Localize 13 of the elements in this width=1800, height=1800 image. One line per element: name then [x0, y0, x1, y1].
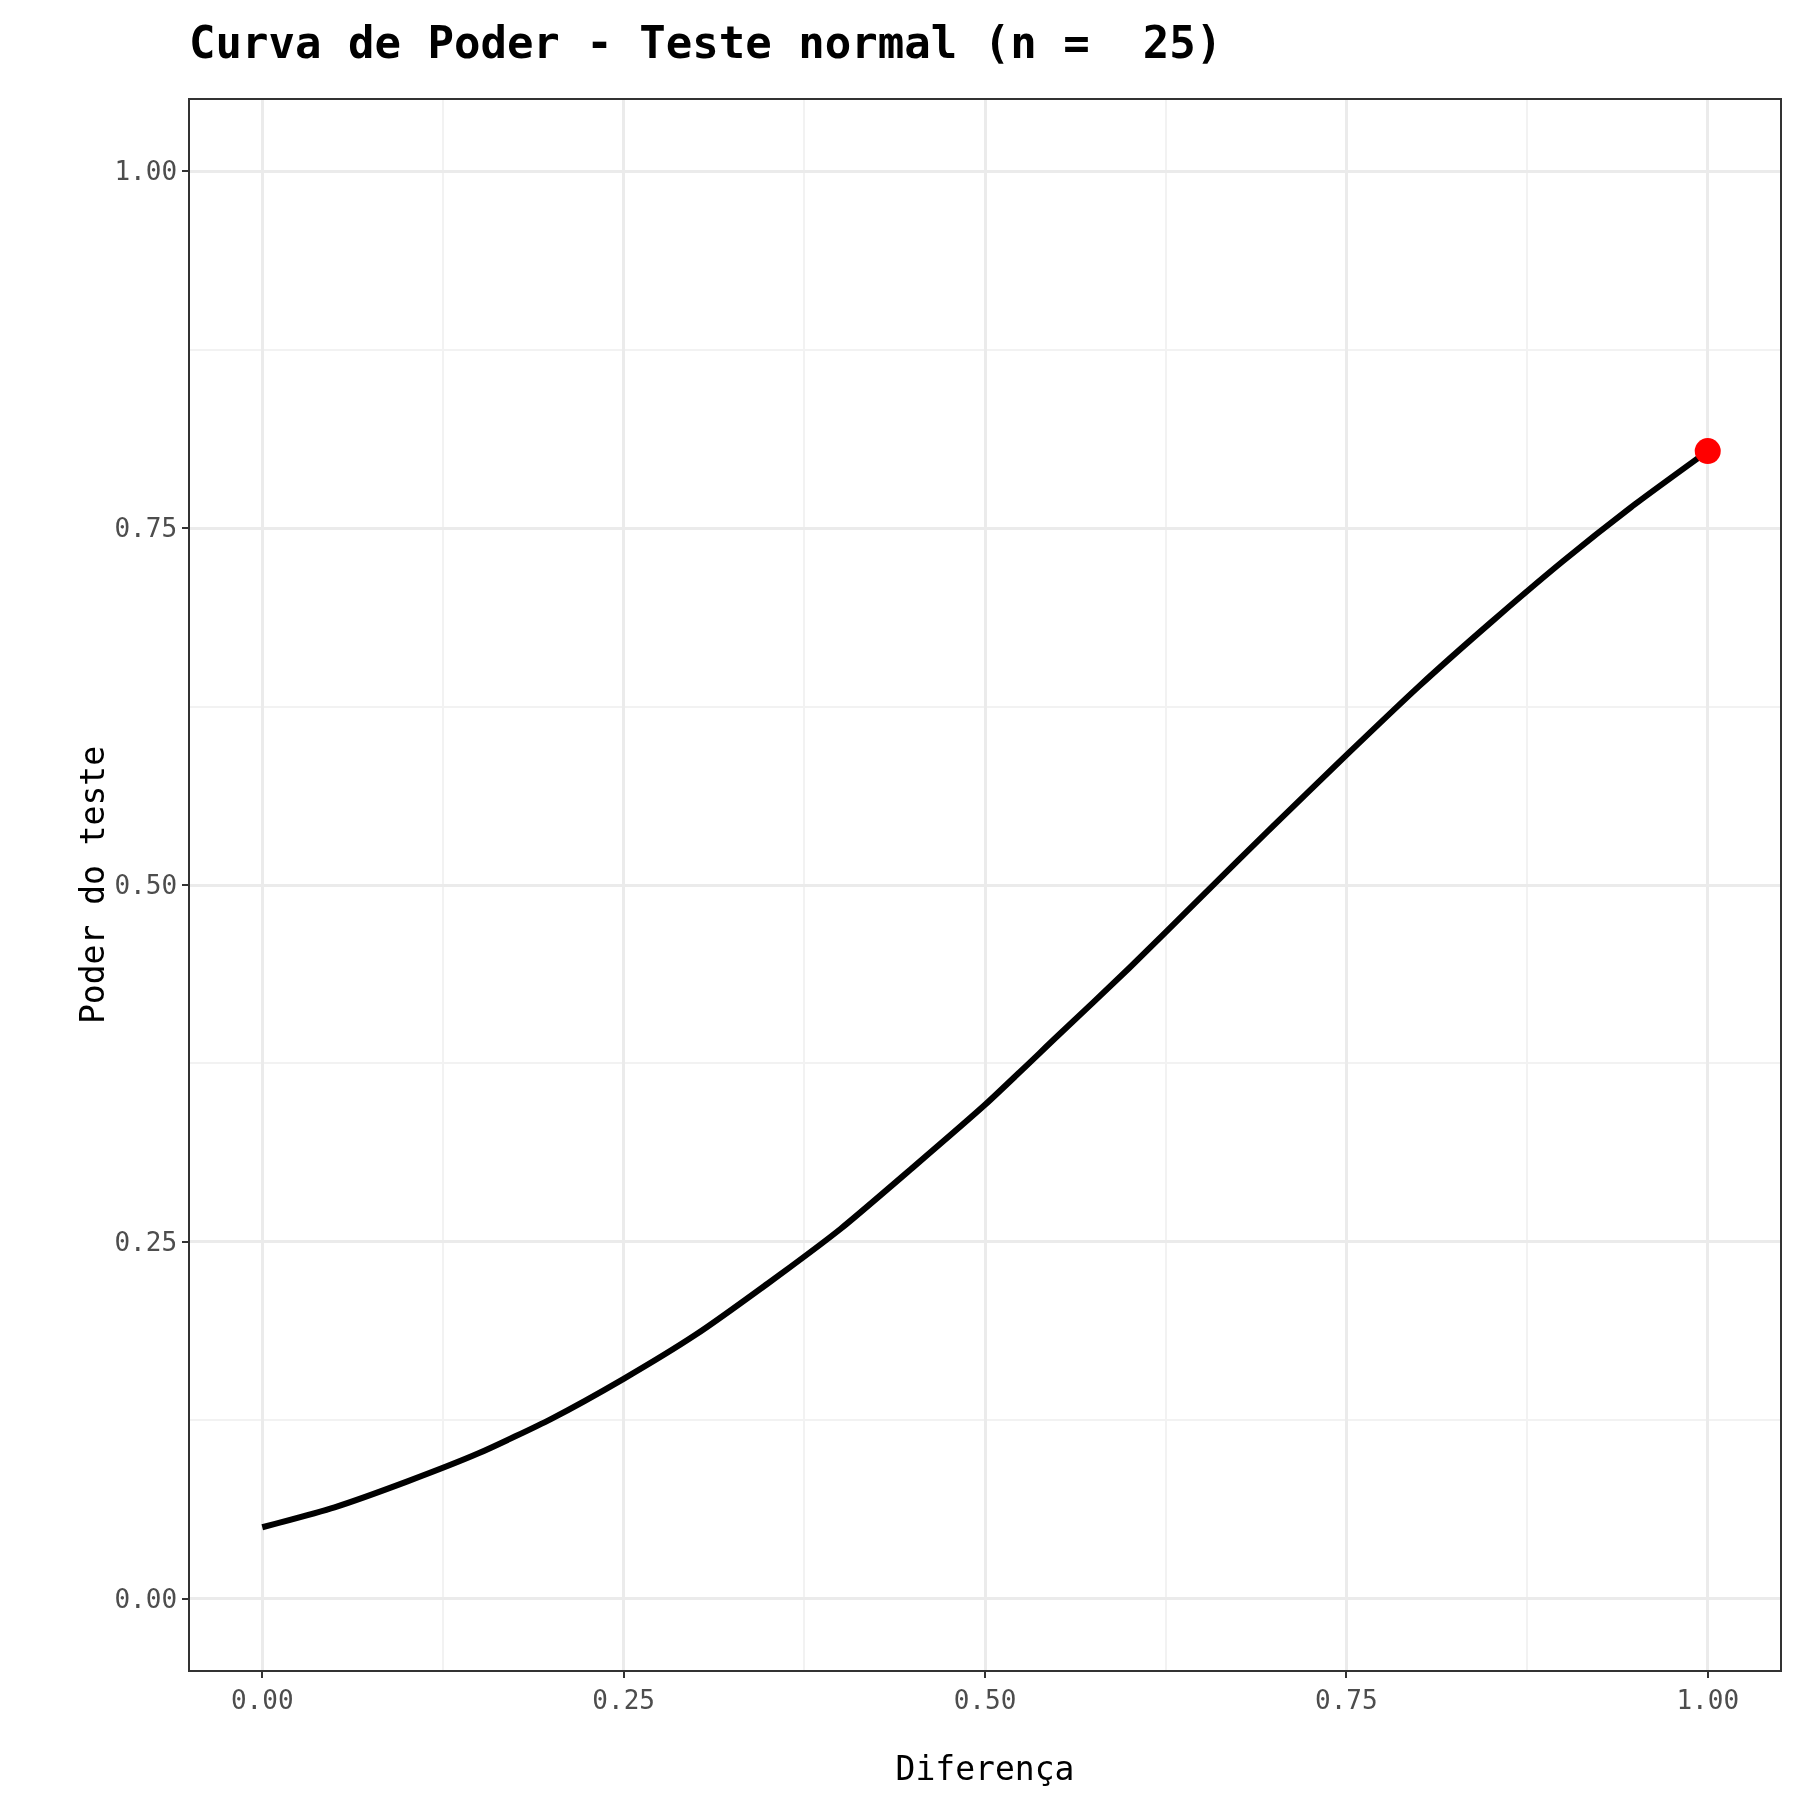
y-tick-label: 0.00	[114, 1583, 178, 1614]
y-tick-label: 0.25	[114, 1226, 178, 1257]
y-axis-title: Poder do teste	[73, 745, 113, 1025]
x-tick-label: 0.00	[230, 1684, 294, 1715]
x-axis-title: Diferença	[895, 1748, 1075, 1788]
y-tick-label: 0.75	[114, 513, 178, 544]
x-tick-label: 1.00	[1676, 1684, 1740, 1715]
y-tick-label: 0.50	[114, 870, 178, 901]
chart-title: Curva de Poder - Teste normal (n = 25)	[189, 16, 1223, 68]
x-tick-label: 0.75	[1315, 1684, 1378, 1715]
x-tick-label: 0.25	[592, 1684, 655, 1715]
y-tick-label: 1.00	[114, 156, 178, 187]
x-tick-label: 0.50	[953, 1684, 1017, 1715]
